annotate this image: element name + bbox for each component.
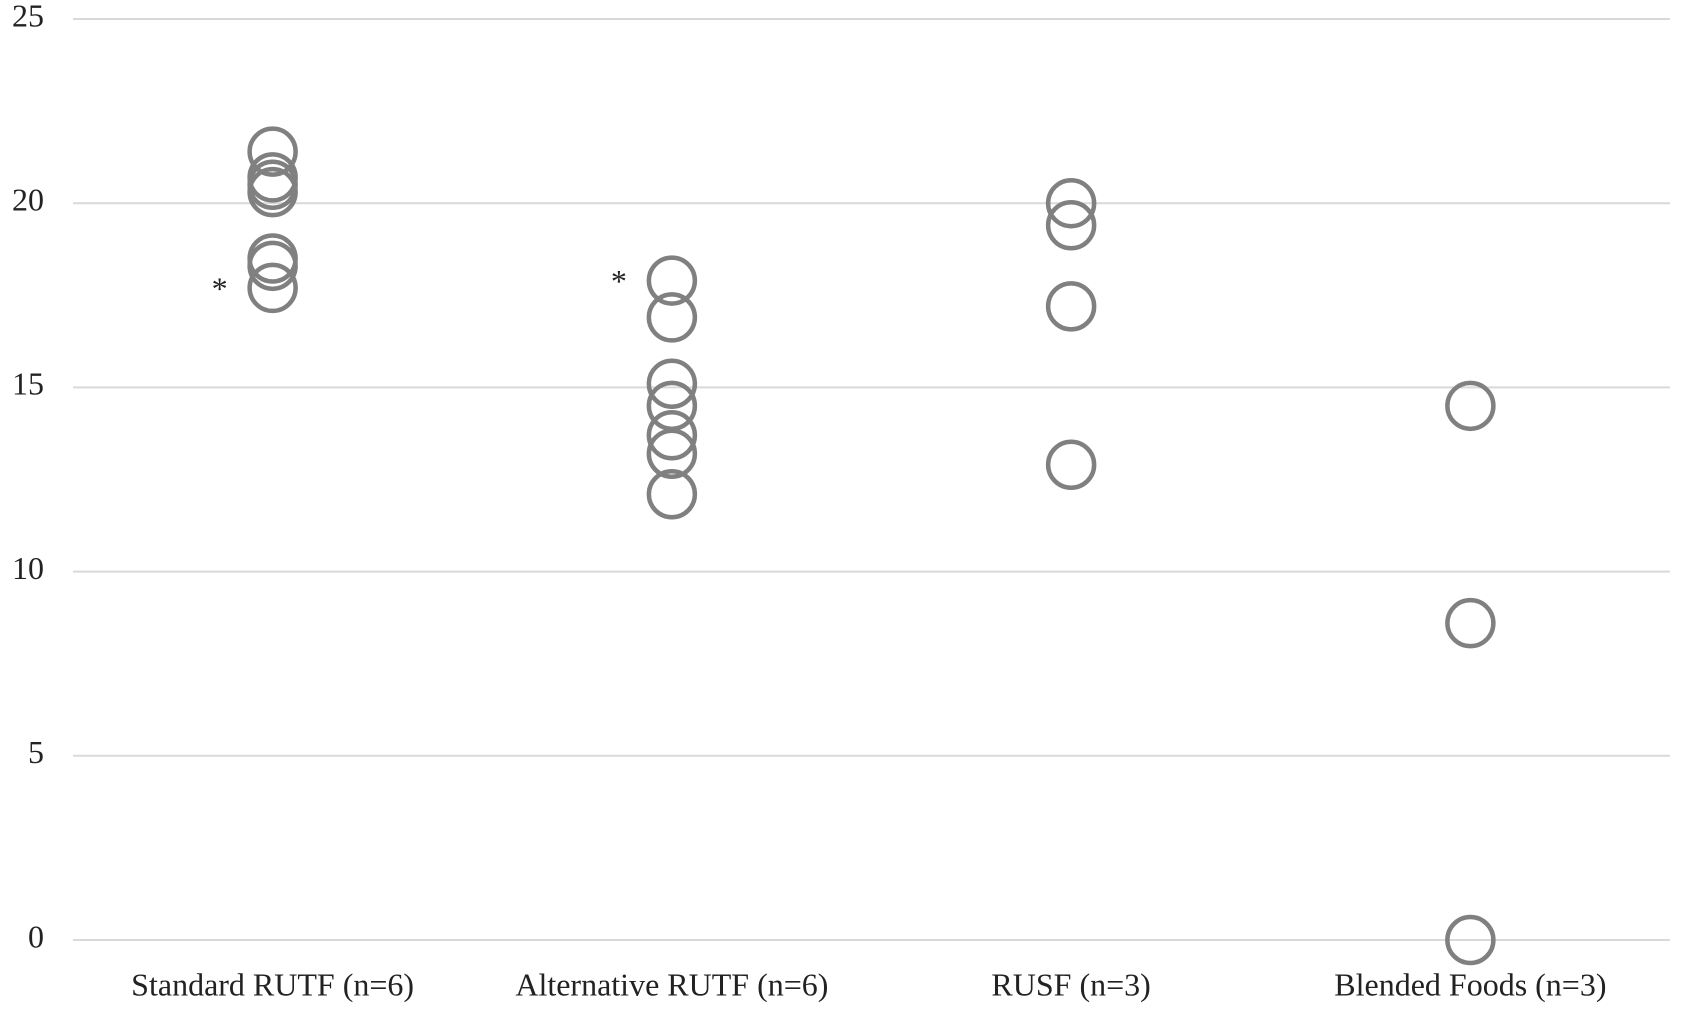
annotation: * [611,263,627,299]
y-tick-label: 0 [28,918,44,954]
dot [1445,380,1496,432]
x-tick-label: Blended Foods (n=3) [1334,966,1606,1002]
dot [646,358,698,409]
dot [646,292,698,343]
y-tick-label: 10 [12,550,44,586]
dot [646,428,698,479]
x-tick-label: RUSF (n=3) [991,966,1150,1002]
y-tick-label: 5 [28,734,44,770]
dot [646,255,698,306]
dot [247,166,298,218]
dot [247,240,298,292]
dot [646,410,698,461]
dot [1045,281,1097,332]
annotation: * [212,270,228,306]
dot [1445,597,1496,649]
dot [1445,914,1496,966]
y-tick-label: 15 [12,366,44,402]
y-tick-label: 25 [12,0,44,33]
dot [247,262,298,314]
x-tick-label: Standard RUTF (n=6) [131,966,414,1002]
dot [1045,200,1097,251]
dot [646,468,698,520]
y-tick-label: 20 [12,182,44,218]
dot [247,126,298,177]
x-tick-label: Alternative RUTF (n=6) [515,966,828,1002]
dot [1045,177,1097,229]
dot [1045,439,1097,491]
